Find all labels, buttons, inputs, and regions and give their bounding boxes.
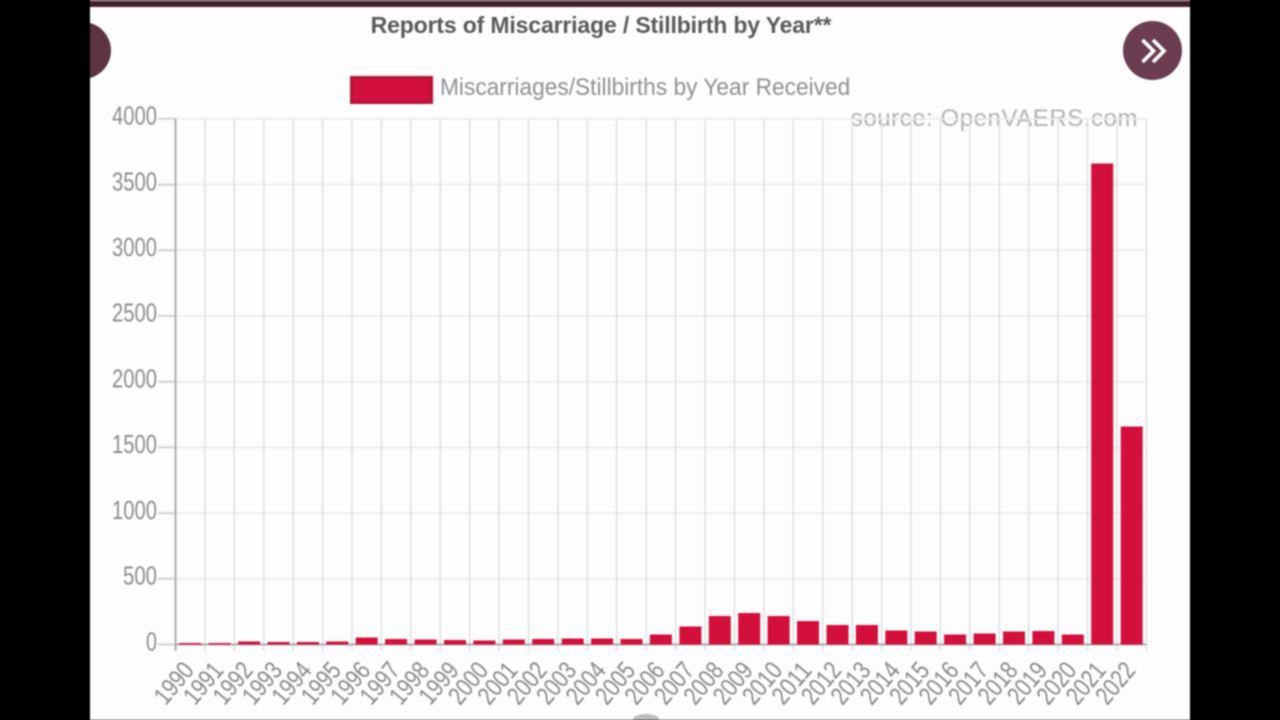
svg-text:500: 500 — [123, 561, 157, 591]
svg-text:2500: 2500 — [112, 298, 157, 328]
svg-text:3500: 3500 — [112, 166, 157, 196]
svg-text:0: 0 — [146, 626, 157, 656]
svg-text:4000: 4000 — [112, 101, 157, 131]
svg-text:3000: 3000 — [112, 232, 157, 262]
svg-text:1500: 1500 — [112, 429, 157, 459]
svg-text:1000: 1000 — [112, 495, 157, 525]
svg-text:2000: 2000 — [112, 364, 157, 394]
